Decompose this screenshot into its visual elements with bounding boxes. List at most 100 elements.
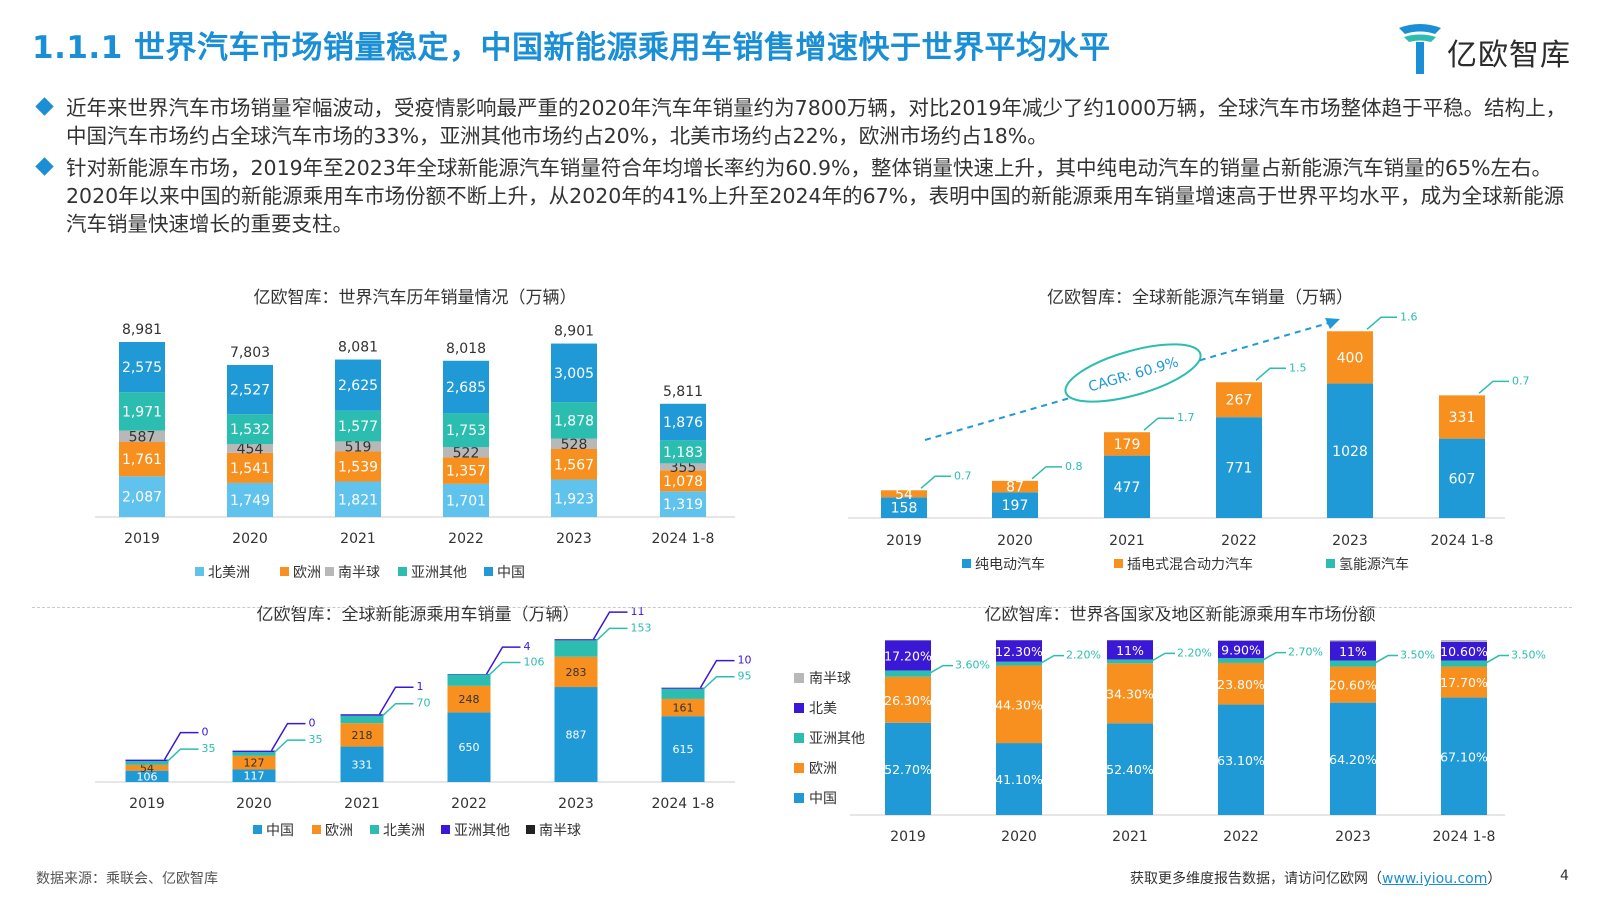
chart4-data-label: 11%	[1116, 643, 1144, 658]
chart1-data-label: 454	[237, 441, 264, 457]
chart1-bar-segment	[443, 447, 489, 458]
chart3-data-label: 117	[244, 770, 265, 783]
chart1-data-label: 528	[561, 437, 588, 453]
chart3-data-label: 54	[140, 762, 154, 775]
chart4-data-label: 67.10%	[1440, 749, 1488, 764]
chart3-leader-line	[699, 675, 735, 693]
chart2-legend-swatch	[962, 559, 971, 568]
chart1-data-label: 1,821	[338, 492, 378, 508]
chart1-bar-segment	[443, 483, 489, 517]
brand-logo: 亿欧智库	[1395, 20, 1585, 80]
chart2-bar-segment	[1439, 438, 1485, 518]
chart2-bar-segment	[992, 492, 1038, 518]
chart1-legend-swatch	[484, 567, 493, 576]
chart4-data-label: 9.90%	[1221, 643, 1261, 658]
chart3-leader-line	[163, 731, 199, 761]
chart1-x-tick: 2023	[556, 531, 592, 547]
chart3-bar-segment	[661, 698, 705, 717]
chart2-hydrogen-label: 0.7	[954, 469, 972, 482]
chart3-x-tick: 2022	[451, 796, 487, 812]
chart1-bar-segment	[551, 438, 597, 449]
chart1-bar-segment	[227, 364, 273, 415]
chart4-asia-other-label: 2.20%	[1066, 649, 1101, 662]
chart1-data-label: 2,527	[230, 383, 270, 399]
chart4-data-label: 52.70%	[884, 762, 932, 777]
chart3-leader-line	[378, 702, 414, 720]
chart4-bar-segment	[1330, 660, 1376, 667]
chart3-asia-other-label: 10	[738, 654, 752, 667]
chart4-legend-label: 北美	[809, 701, 837, 717]
chart4-bar-segment	[996, 661, 1042, 666]
chart1-bar-segment	[119, 342, 165, 393]
chart4-legend-label: 中国	[809, 791, 837, 807]
chart2-legend-label: 纯电动汽车	[975, 556, 1045, 573]
chart4-data-label: 17.70%	[1440, 675, 1488, 690]
chart1-bar-segment	[227, 444, 273, 453]
chart2-x-tick: 2023	[1332, 533, 1368, 549]
chart1-data-label: 1,753	[446, 423, 486, 439]
chart2-leader-line	[1366, 316, 1397, 330]
chart1-bar-segment	[660, 403, 706, 441]
chart3-asia-other-label: 0	[202, 726, 209, 739]
chart4-data-label: 10.60%	[1440, 644, 1488, 659]
chart3-leader-line	[592, 611, 628, 640]
chart2-leader-line	[1255, 367, 1286, 381]
chart2-bar-segment	[1439, 395, 1485, 439]
chart2-data-label: 1028	[1332, 444, 1368, 460]
chart1-data-label: 2,575	[122, 360, 162, 376]
chart3-bar-segment	[340, 746, 384, 782]
chart1-bar-segment	[335, 451, 381, 482]
chart2-bar-segment	[1327, 383, 1373, 518]
footer-prefix: 获取更多维度报告数据，请访问亿欧网（	[1130, 871, 1382, 887]
chart1-bar-segment	[551, 448, 597, 480]
chart1-data-label: 1,357	[446, 464, 486, 480]
chart4-bar-segment	[1441, 666, 1487, 698]
chart4-bar-segment	[885, 670, 931, 677]
chart3-legend-label: 亚洲其他	[454, 823, 510, 839]
chart3-legend-label: 中国	[266, 823, 294, 839]
chart2-hydrogen-label: 1.7	[1177, 411, 1195, 424]
chart3-data-label: 248	[459, 693, 480, 706]
chart1-data-label: 3,005	[554, 366, 594, 382]
chart2-data-label: 197	[1002, 498, 1029, 514]
chart1-data-label: 1,749	[230, 493, 270, 509]
chart3-asia-other-label: 4	[524, 640, 531, 653]
chart4-asia-other-label: 3.50%	[1400, 649, 1435, 662]
chart4-leader-line	[1039, 654, 1064, 665]
section-divider	[32, 607, 1572, 608]
chart2-legend-swatch	[1326, 559, 1335, 568]
chart3-asia-other-label: 11	[631, 605, 645, 618]
chart2-data-label: 54	[895, 487, 913, 503]
chart4-leader-line	[1484, 654, 1509, 665]
chart2-bar-segment	[992, 480, 1038, 493]
chart3-bar-segment	[125, 761, 169, 765]
chart3-northamerica-label: 70	[417, 697, 431, 710]
chart3-northamerica-label: 35	[309, 733, 323, 746]
chart1-bar-segment	[119, 430, 165, 443]
chart3-bar-segment	[447, 674, 491, 686]
chart1-legend-label: 南半球	[338, 565, 380, 581]
chart1-bar-segment	[443, 360, 489, 414]
chart2-hydrogen-label: 0.8	[1065, 460, 1083, 473]
chart3-data-label: 650	[459, 741, 480, 754]
chart3-bar-segment	[554, 640, 598, 657]
chart4-x-tick: 2023	[1335, 829, 1371, 845]
chart3-bar-segment	[232, 752, 276, 756]
chart4-bar-segment	[1441, 660, 1487, 667]
chart4-data-label: 41.10%	[995, 772, 1043, 787]
chart1-data-label: 1,567	[554, 457, 594, 473]
chart4-data-label: 26.30%	[884, 693, 932, 708]
chart2-leader-line	[920, 475, 951, 489]
chart3-leader-line	[163, 748, 199, 765]
chart3-northamerica-label: 35	[202, 742, 216, 755]
chart4-x-tick: 2019	[890, 829, 926, 845]
chart4-leader-line	[1373, 654, 1398, 665]
chart1-bar-segment	[551, 343, 597, 403]
chart3-x-tick: 2023	[558, 796, 594, 812]
chart1-data-label: 1,539	[338, 460, 378, 476]
chart3-bar-segment	[232, 750, 276, 753]
chart4-asia-other-label: 3.50%	[1511, 649, 1546, 662]
chart1-data-label: 1,923	[554, 491, 594, 507]
footer-link[interactable]: www.iyiou.com	[1382, 871, 1488, 887]
